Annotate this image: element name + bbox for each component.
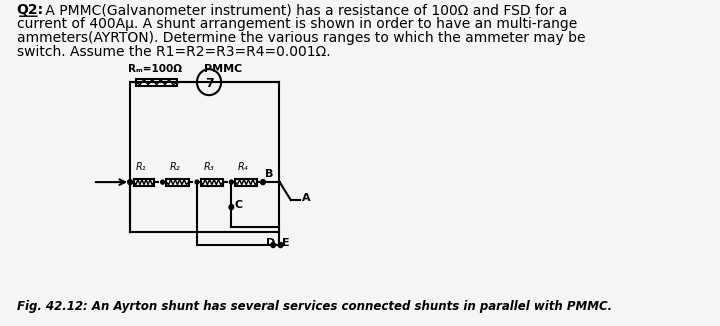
Bar <box>235 179 257 185</box>
Bar <box>135 79 177 86</box>
Circle shape <box>127 180 132 185</box>
Text: E: E <box>282 238 290 248</box>
Text: B: B <box>265 169 273 179</box>
Circle shape <box>261 180 265 185</box>
Circle shape <box>195 180 199 184</box>
Text: Fig. 42.12: An Ayrton shunt has several services connected shunts in parallel wi: Fig. 42.12: An Ayrton shunt has several … <box>17 300 612 313</box>
Text: R₄: R₄ <box>238 162 248 172</box>
Circle shape <box>278 243 283 247</box>
Text: PMMC: PMMC <box>204 64 243 74</box>
Text: R₁: R₁ <box>136 162 147 172</box>
Text: R₂: R₂ <box>169 162 180 172</box>
Circle shape <box>229 205 234 210</box>
Text: 7: 7 <box>204 77 213 90</box>
Text: Q2:: Q2: <box>17 3 44 17</box>
Text: Rₘ=100Ω: Rₘ=100Ω <box>128 64 182 74</box>
Bar <box>166 179 189 185</box>
Text: R₃: R₃ <box>204 162 215 172</box>
Text: ammeters(AYRTON). Determine the various ranges to which the ammeter may be: ammeters(AYRTON). Determine the various … <box>17 31 585 45</box>
Circle shape <box>161 180 164 184</box>
Text: A PMMC(Galvanometer instrument) has a resistance of 100Ω and FSD for a: A PMMC(Galvanometer instrument) has a re… <box>41 3 567 17</box>
Circle shape <box>271 243 276 247</box>
Circle shape <box>230 180 233 184</box>
Text: current of 400Aµ. A shunt arrangement is shown in order to have an multi-range: current of 400Aµ. A shunt arrangement is… <box>17 17 577 31</box>
Text: D: D <box>266 238 275 248</box>
Text: C: C <box>234 200 242 210</box>
Bar <box>134 179 154 185</box>
Bar <box>201 179 223 185</box>
Text: A: A <box>302 193 310 203</box>
Text: switch. Assume the R1=R2=R3=R4=0.001Ω.: switch. Assume the R1=R2=R3=R4=0.001Ω. <box>17 45 330 59</box>
